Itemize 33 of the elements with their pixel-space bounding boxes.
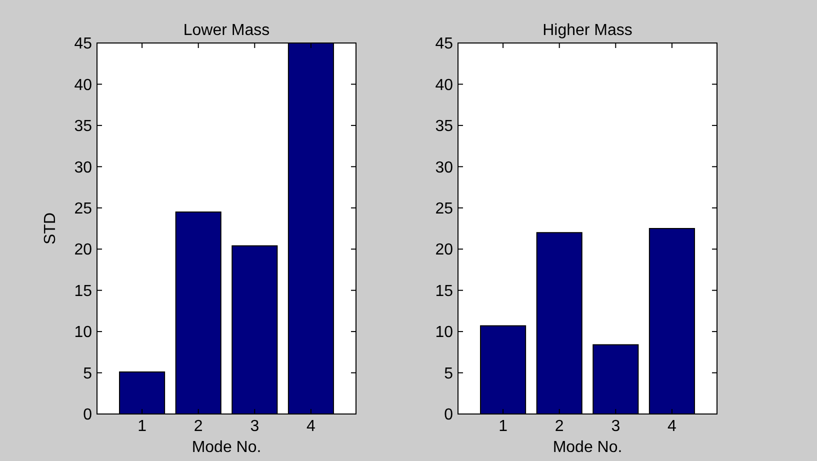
y-tick-label: 20 xyxy=(74,242,92,259)
y-tick-label: 0 xyxy=(83,406,92,424)
x-tick-label: 2 xyxy=(194,418,203,435)
y-tick-label: 10 xyxy=(74,324,92,342)
y-tick-label: 25 xyxy=(435,200,454,218)
y-tick-label: 15 xyxy=(435,282,454,300)
x-tick-label: 4 xyxy=(668,418,677,435)
x-tick-label: 2 xyxy=(554,418,564,435)
chart-title: Lower Mass xyxy=(183,22,270,39)
x-tick-label: 3 xyxy=(250,418,260,435)
y-tick-label: 10 xyxy=(435,324,454,342)
x-axis-title: Mode No. xyxy=(552,439,622,456)
y-tick-label: 35 xyxy=(435,118,454,136)
y-tick-label: 40 xyxy=(435,76,454,94)
x-tick-label: 1 xyxy=(138,418,147,435)
y-tick-label: 30 xyxy=(435,159,454,176)
x-tick-label: 4 xyxy=(306,418,316,435)
x-tick-label: 3 xyxy=(611,418,620,435)
chart-title: Higher Mass xyxy=(542,22,632,39)
y-tick-label: 0 xyxy=(444,406,454,424)
y-tick-label: 20 xyxy=(435,242,454,259)
y-tick-label: 25 xyxy=(74,200,92,218)
y-tick-label: 45 xyxy=(74,36,92,53)
y-tick-label: 40 xyxy=(74,76,92,94)
x-tick-label: 1 xyxy=(498,418,508,435)
x-axis-title: Mode No. xyxy=(192,439,262,456)
y-tick-label: 5 xyxy=(83,365,92,382)
y-axis-title: STD xyxy=(42,212,59,244)
y-tick-label: 45 xyxy=(435,36,454,53)
y-tick-label: 5 xyxy=(444,365,454,382)
y-tick-label: 30 xyxy=(74,159,92,176)
y-tick-label: 15 xyxy=(74,282,92,300)
y-tick-label: 35 xyxy=(74,118,92,136)
